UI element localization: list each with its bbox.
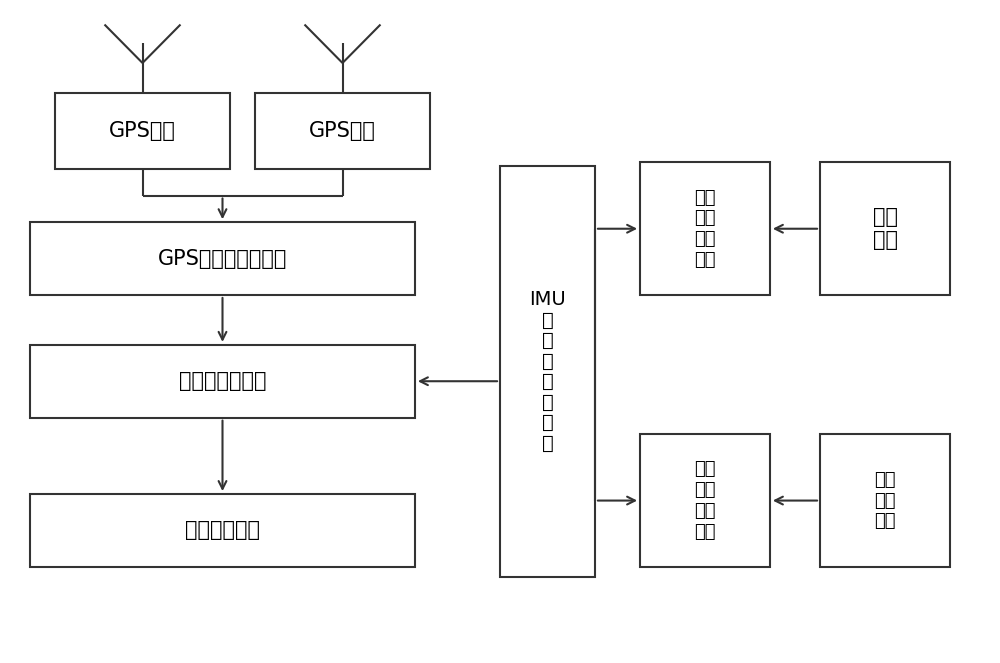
Text: GPS航向解算计算机: GPS航向解算计算机 [158, 249, 287, 269]
Bar [640, 162, 770, 295]
Bar [500, 166, 595, 577]
Text: 组合航向计算机: 组合航向计算机 [179, 371, 266, 391]
Text: IMU
航
向
解
算
计
算
机: IMU 航 向 解 算 计 算 机 [529, 290, 566, 453]
Bar [820, 434, 950, 567]
Text: 三轴
加速
度计: 三轴 加速 度计 [874, 471, 896, 530]
Text: 三轴
陀螺: 三轴 陀螺 [872, 207, 898, 251]
Bar [30, 494, 415, 567]
Bar [640, 434, 770, 567]
Bar [30, 222, 415, 295]
Bar [55, 93, 230, 169]
Bar [820, 162, 950, 295]
Text: 数据存储单元: 数据存储单元 [185, 520, 260, 540]
Text: 陀螺
数据
采集
单元: 陀螺 数据 采集 单元 [694, 460, 716, 541]
Bar [255, 93, 430, 169]
Bar [30, 345, 415, 418]
Text: GPS主站: GPS主站 [109, 121, 176, 141]
Text: 陀螺
数据
采集
单元: 陀螺 数据 采集 单元 [694, 188, 716, 269]
Text: GPS从站: GPS从站 [309, 121, 376, 141]
